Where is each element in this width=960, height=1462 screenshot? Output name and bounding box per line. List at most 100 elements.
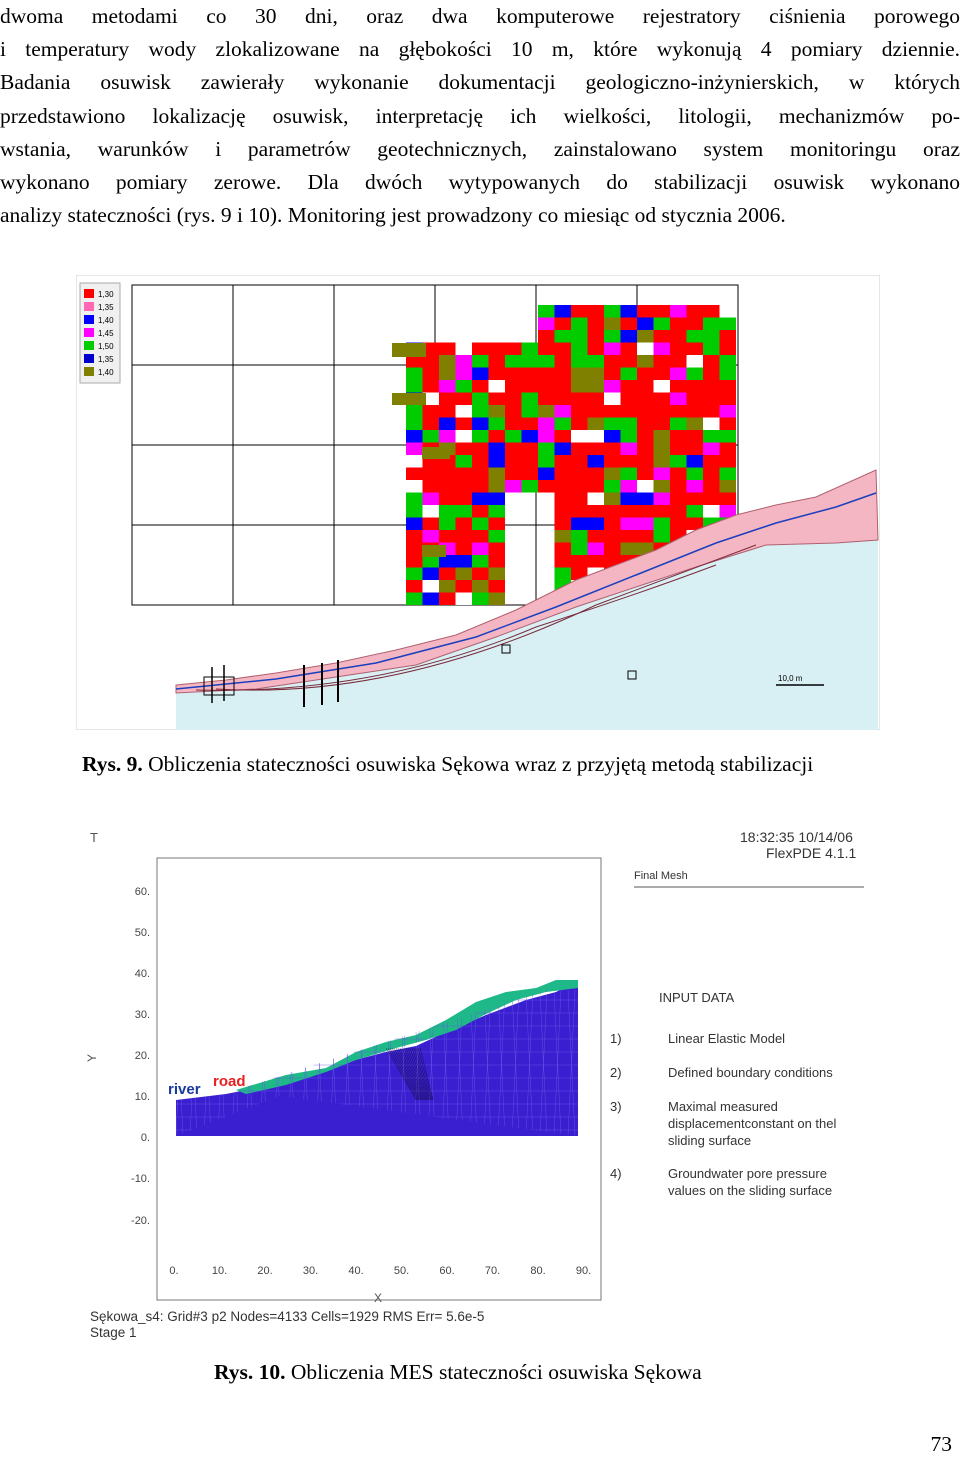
y-tick-label: 30. [135, 1009, 150, 1021]
layer-marker [627, 670, 637, 680]
mosaic-cell [488, 580, 505, 593]
mosaic-cell [587, 555, 604, 568]
mosaic-cell [505, 417, 522, 430]
mosaic-cell [604, 317, 621, 330]
mosaic-cell [703, 492, 720, 505]
text-line: analizy stateczności (rys. 9 i 10). Moni… [0, 203, 786, 228]
figure-9-caption: Rys. 9. Obliczenia stateczności osuwiska… [82, 752, 813, 777]
mosaic-cell [538, 367, 555, 380]
mosaic-cell [422, 392, 439, 405]
mosaic-cell [422, 417, 439, 430]
mosaic-cell [521, 442, 538, 455]
mosaic-cell [472, 442, 489, 455]
mosaic-cell [587, 392, 604, 405]
caption-text: Obliczenia stateczności osuwiska Sękowa … [142, 752, 814, 776]
sliding-surface [195, 564, 717, 691]
mosaic-cell [620, 442, 637, 455]
mosaic-cell [637, 392, 654, 405]
mosaic-cell [604, 505, 621, 518]
mosaic-cell [637, 480, 654, 493]
mosaic-cell [604, 542, 621, 555]
mosaic-cell [571, 492, 588, 505]
mosaic-cell [604, 330, 621, 343]
mosaic-cell [637, 505, 654, 518]
mosaic-cell [637, 467, 654, 480]
axis-t-label: T [90, 830, 98, 845]
mosaic-cell [686, 505, 703, 518]
mosaic-cell [620, 392, 637, 405]
mosaic-cell [505, 355, 522, 368]
mosaic-cell [637, 442, 654, 455]
mosaic-cell [422, 355, 439, 368]
mosaic-cell [703, 467, 720, 480]
mosaic-cell [554, 442, 571, 455]
legend-swatch [84, 354, 94, 363]
mosaic-cell [488, 492, 505, 505]
figure-10: T 18:32:35 10/14/06 FlexPDE 4.1.1 Final … [85, 820, 876, 1345]
mosaic-cell [571, 317, 588, 330]
mosaic-cell [505, 430, 522, 443]
mosaic-cell [455, 417, 472, 430]
mosaic-cell [488, 367, 505, 380]
mosaic-cell [505, 442, 522, 455]
mosaic-cell [422, 367, 439, 380]
mosaic-cell [703, 417, 720, 430]
mosaic-cell [653, 517, 670, 530]
mosaic-cell [604, 517, 621, 530]
mosaic-cell [422, 530, 439, 543]
mosaic-cell [604, 455, 621, 468]
mosaic-cell [439, 517, 456, 530]
mosaic-cell [587, 455, 604, 468]
figure-10-graphic: T 18:32:35 10/14/06 FlexPDE 4.1.1 Final … [85, 829, 864, 1340]
y-axis-label: Y [86, 1054, 99, 1062]
mosaic-cell [653, 405, 670, 418]
mosaic-cell [703, 305, 720, 318]
caption-number: Rys. 10. [214, 1360, 286, 1384]
mosaic-cell [653, 305, 670, 318]
mosaic-cell [703, 330, 720, 343]
mosaic-cell [422, 505, 439, 518]
mosaic-cell [554, 430, 571, 443]
mosaic-cell [554, 505, 571, 518]
legend-value: 1,40 [98, 368, 114, 377]
x-tick-label: 10. [212, 1265, 227, 1277]
mosaic-cell [637, 455, 654, 468]
safety-factor-mosaic [392, 305, 736, 605]
mosaic-cell [637, 417, 654, 430]
mosaic-cell [703, 505, 720, 518]
mosaic-cell [455, 592, 472, 605]
legend-swatch [84, 289, 94, 298]
mosaic-cell [538, 480, 555, 493]
mosaic-cell [703, 317, 720, 330]
mosaic-cell [455, 392, 472, 405]
mosaic-cell [703, 355, 720, 368]
mosaic-cell [719, 380, 736, 393]
mosaic-cell [571, 505, 588, 518]
mosaic-cell [472, 405, 489, 418]
mosaic-cell [439, 405, 456, 418]
mosaic-cell [488, 505, 505, 518]
mosaic-cell [406, 555, 423, 568]
mosaic-cell [719, 405, 736, 418]
mosaic-cell [604, 530, 621, 543]
mosaic-cell [571, 355, 588, 368]
mosaic-cell [604, 492, 621, 505]
mosaic-cell [587, 417, 604, 430]
mosaic-cell [637, 330, 654, 343]
mosaic-cell [439, 555, 456, 568]
mosaic-cell [422, 430, 439, 443]
mosaic-cell [554, 305, 571, 318]
mosaic-cell [455, 517, 472, 530]
y-tick-label: -20. [131, 1215, 150, 1227]
input-item-text: Defined boundary conditions [668, 1065, 833, 1080]
river-label: river [168, 1081, 201, 1098]
mosaic-cell [505, 380, 522, 393]
mosaic-cell [439, 567, 456, 580]
mosaic-cell [538, 355, 555, 368]
input-item-text: sliding surface [668, 1133, 751, 1148]
mosaic-cell [406, 530, 423, 543]
mosaic-cell [587, 467, 604, 480]
mosaic-cell [719, 417, 736, 430]
landslide-mesh [236, 980, 578, 1094]
text-line: i temperatury wody zlokalizowane na głęb… [0, 37, 960, 62]
